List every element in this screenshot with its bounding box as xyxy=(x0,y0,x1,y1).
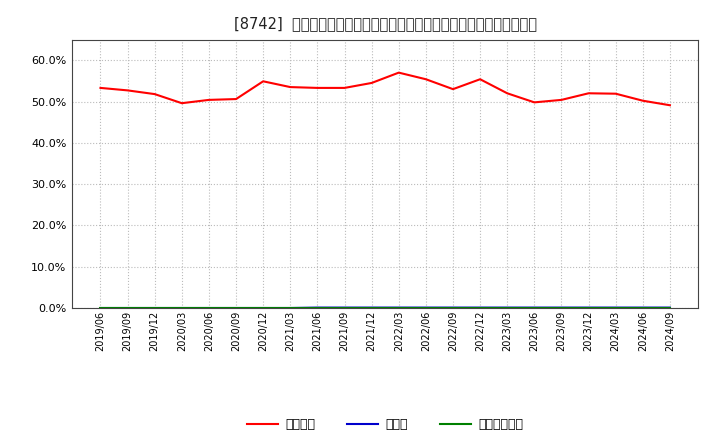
のれん xyxy=(665,305,674,310)
自己資本 xyxy=(557,97,566,103)
繰延税金資産 xyxy=(259,305,268,311)
Legend: 自己資本, のれん, 繰延税金資産: 自己資本, のれん, 繰延税金資産 xyxy=(242,413,528,436)
繰延税金資産 xyxy=(395,305,403,311)
Title: [8742]  自己資本、のれん、繰延税金資産の総資産に対する比率の推移: [8742] 自己資本、のれん、繰延税金資産の総資産に対する比率の推移 xyxy=(234,16,536,32)
繰延税金資産 xyxy=(96,305,105,311)
のれん xyxy=(639,305,647,310)
繰延税金資産 xyxy=(611,305,620,311)
のれん xyxy=(476,305,485,310)
のれん xyxy=(395,305,403,310)
繰延税金資産 xyxy=(421,305,430,311)
繰延税金資産 xyxy=(232,305,240,311)
のれん xyxy=(503,305,511,310)
自己資本 xyxy=(476,77,485,82)
のれん xyxy=(232,305,240,311)
自己資本 xyxy=(178,101,186,106)
のれん xyxy=(421,305,430,310)
自己資本 xyxy=(96,85,105,91)
繰延税金資産 xyxy=(503,305,511,311)
自己資本 xyxy=(449,87,457,92)
繰延税金資産 xyxy=(123,305,132,311)
のれん xyxy=(286,305,294,311)
自己資本 xyxy=(530,100,539,105)
のれん xyxy=(449,305,457,310)
繰延税金資産 xyxy=(150,305,159,311)
自己資本 xyxy=(503,91,511,96)
のれん xyxy=(313,305,322,310)
繰延税金資産 xyxy=(449,305,457,311)
のれん xyxy=(584,305,593,310)
繰延税金資産 xyxy=(665,305,674,311)
自己資本 xyxy=(150,92,159,97)
自己資本 xyxy=(259,79,268,84)
自己資本 xyxy=(421,77,430,82)
自己資本 xyxy=(584,91,593,96)
自己資本 xyxy=(313,85,322,91)
のれん xyxy=(611,305,620,310)
繰延税金資産 xyxy=(286,305,294,311)
繰延税金資産 xyxy=(584,305,593,311)
のれん xyxy=(367,305,376,310)
のれん xyxy=(96,305,105,311)
のれん xyxy=(557,305,566,310)
自己資本 xyxy=(204,97,213,103)
繰延税金資産 xyxy=(639,305,647,311)
自己資本 xyxy=(665,103,674,108)
自己資本 xyxy=(341,85,349,91)
のれん xyxy=(341,305,349,310)
繰延税金資産 xyxy=(178,305,186,311)
のれん xyxy=(204,305,213,311)
のれん xyxy=(123,305,132,311)
自己資本 xyxy=(611,91,620,96)
自己資本 xyxy=(367,81,376,86)
自己資本 xyxy=(286,84,294,90)
のれん xyxy=(150,305,159,311)
繰延税金資産 xyxy=(204,305,213,311)
自己資本 xyxy=(232,96,240,102)
のれん xyxy=(259,305,268,311)
のれん xyxy=(530,305,539,310)
繰延税金資産 xyxy=(530,305,539,311)
自己資本 xyxy=(395,70,403,75)
のれん xyxy=(178,305,186,311)
繰延税金資産 xyxy=(313,305,322,311)
繰延税金資産 xyxy=(476,305,485,311)
繰延税金資産 xyxy=(341,305,349,311)
自己資本 xyxy=(123,88,132,93)
自己資本 xyxy=(639,98,647,103)
繰延税金資産 xyxy=(557,305,566,311)
繰延税金資産 xyxy=(367,305,376,311)
Line: 自己資本: 自己資本 xyxy=(101,73,670,105)
